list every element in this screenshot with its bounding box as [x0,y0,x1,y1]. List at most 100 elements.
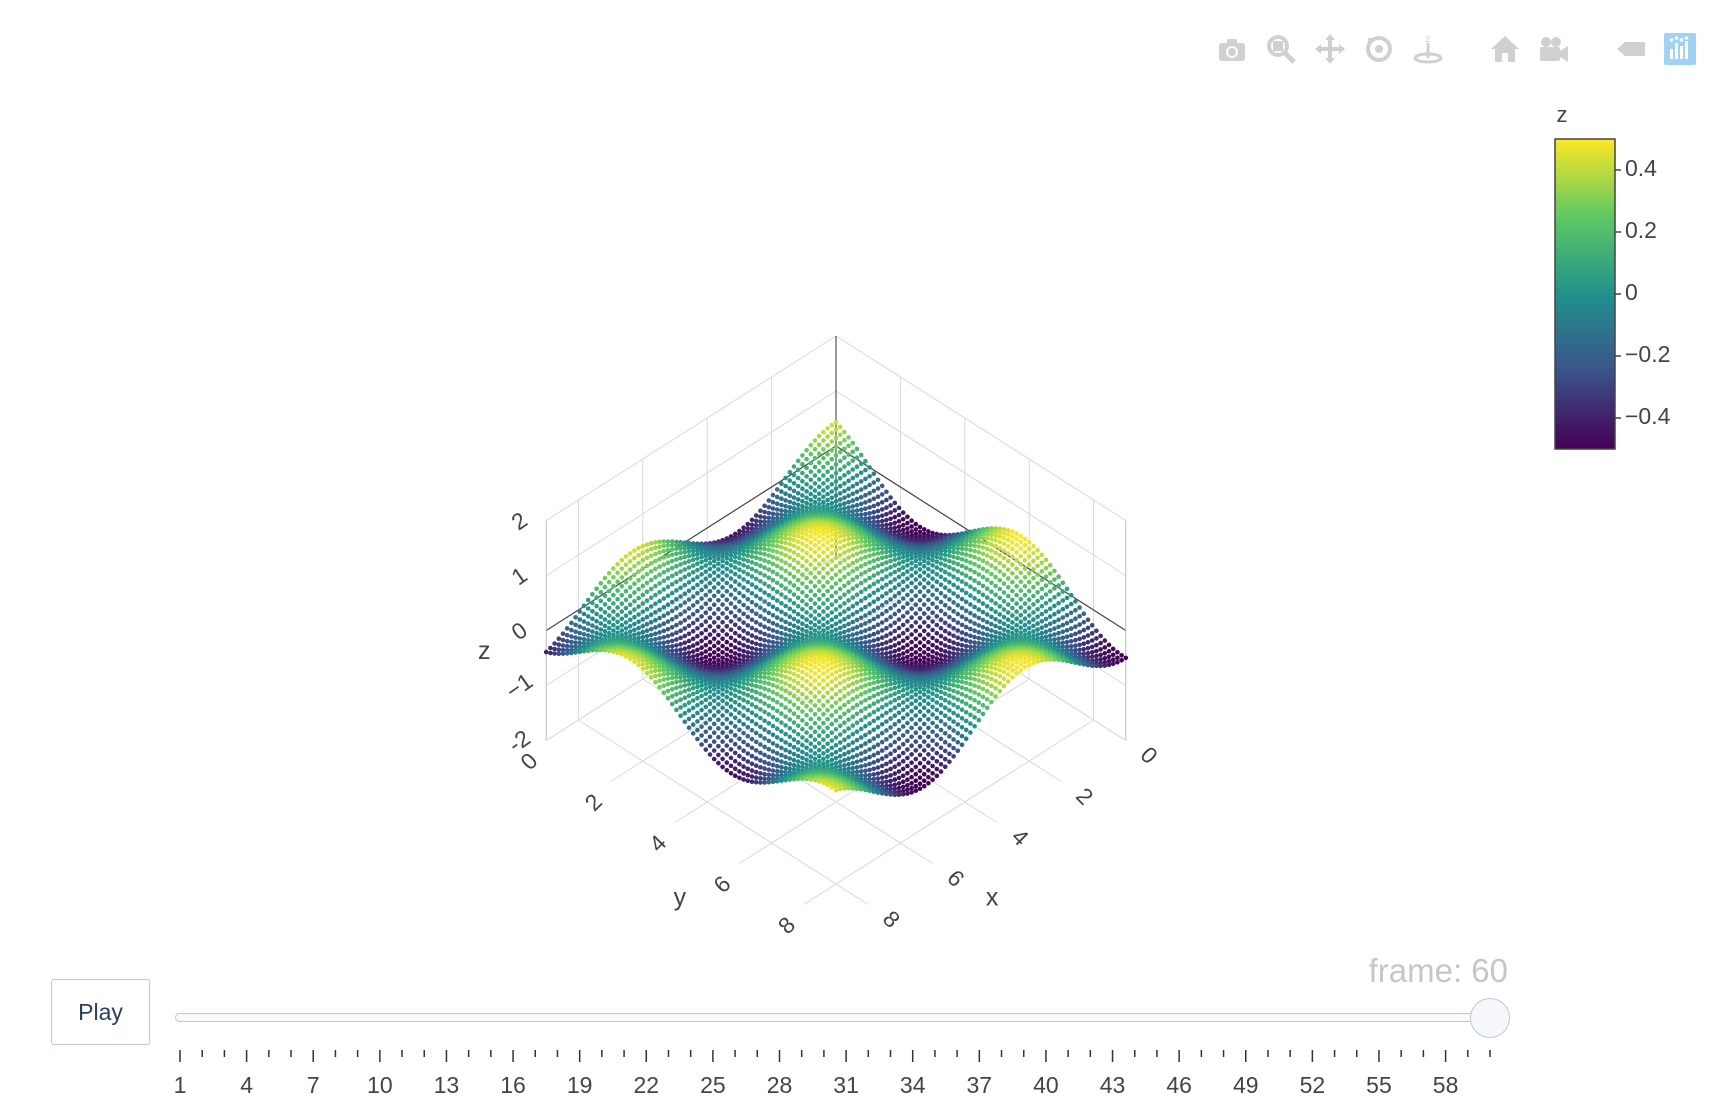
scatter-point [804,474,809,479]
scatter-point [892,548,898,554]
frame-slider-grip[interactable] [1470,998,1510,1038]
scatter-point [766,671,772,676]
hover-toggle-icon[interactable] [1614,32,1648,66]
camera-last-save-icon[interactable] [1537,32,1571,66]
colorbar[interactable]: z 0.40.20−0.2−0.4 [1554,102,1671,450]
scatter-point [674,557,679,562]
scatter-point [674,563,679,569]
scatter-point [737,599,742,605]
orbit-rotation-icon[interactable] [1362,32,1396,66]
scatter-point [896,710,902,716]
scatter-point [942,620,948,626]
scatter-point [682,567,688,572]
scatter-point [791,583,797,588]
scatter-point [774,779,780,784]
scatter-point [955,635,961,640]
scatter-point [833,470,839,476]
scatter-point [661,664,667,669]
scatter-point [825,529,830,535]
scatter-point [753,721,759,727]
scatter-point [947,716,952,721]
scatter-point [842,529,847,534]
reset-camera-icon[interactable] [1488,32,1522,66]
scatter-point [955,555,961,561]
scatter-point [913,550,919,556]
scatter-point [926,615,931,620]
scatter-point [737,679,742,685]
scatter-point [934,687,940,693]
scatter-point [837,635,843,641]
scatter-point [749,522,755,528]
scatter-point [606,605,612,611]
scatter-point [963,539,969,544]
scatter-point [749,625,755,631]
scatter-point [846,726,851,731]
scatter-point [833,787,839,793]
scatter-point [753,641,759,647]
pan-icon[interactable] [1313,32,1347,66]
scatter-point [644,614,650,620]
scatter-point [669,694,675,699]
frame-slider-rail[interactable] [175,1013,1495,1022]
scatter-point [795,529,801,535]
scatter-point [1060,615,1066,620]
scatter-point [837,688,843,694]
scatter-point [930,592,935,598]
scatter-point [980,711,986,717]
scatter-point [787,469,793,475]
scatter-point [762,616,767,622]
scatter-point [1064,634,1070,639]
turntable-rotation-icon[interactable]: z [1411,32,1445,66]
scatter-point [947,700,952,705]
scatter-point [804,660,809,666]
scatter-point [783,769,788,775]
zoom-icon[interactable] [1264,32,1298,66]
scatter-point [606,620,612,625]
scatter-point [1064,628,1070,633]
scatter-point [909,556,914,561]
scatter-point [699,688,704,693]
scatter-point [1022,616,1028,621]
scatter-point [858,644,864,650]
scatter-point [821,438,826,443]
scatter-point [644,622,650,627]
scatter-point [653,664,658,669]
scatter-point [800,749,805,755]
scatter-point [703,649,709,654]
scatter-point [787,676,793,681]
scatter-point [917,632,923,638]
scatter-point [770,667,776,672]
scatter-point [947,588,952,593]
scatter-point [661,677,667,682]
plotly-logo-icon[interactable] [1663,32,1697,66]
scatter-point [774,691,780,697]
scatter-point [854,679,860,685]
scatter-point [766,504,772,510]
scatter-point [867,747,872,752]
scatter-point [741,721,746,727]
scatter-point [976,580,982,586]
scatter-point [942,611,948,617]
camera-icon[interactable] [1215,32,1249,66]
scatter-point [753,674,759,679]
play-button[interactable]: Play [51,979,150,1045]
scatter-point [653,673,658,679]
scatter-point [678,620,683,626]
colorbar-tick-label: −0.2 [1625,341,1670,367]
scatter-point [825,658,830,663]
scatter-point [590,648,595,653]
scatter-point [737,528,742,534]
scatter-point [640,558,646,563]
scatter-point [812,652,818,657]
scatter-point [1018,653,1024,659]
scatter-point [821,601,826,606]
scatter-point [812,671,818,676]
scatter-point [850,475,856,481]
scatter-point [737,548,742,553]
scatter-point [863,595,868,601]
scatter-point [753,518,759,524]
scatter-point [661,621,667,626]
scatter-point [913,558,919,564]
scatter-point [711,643,717,649]
